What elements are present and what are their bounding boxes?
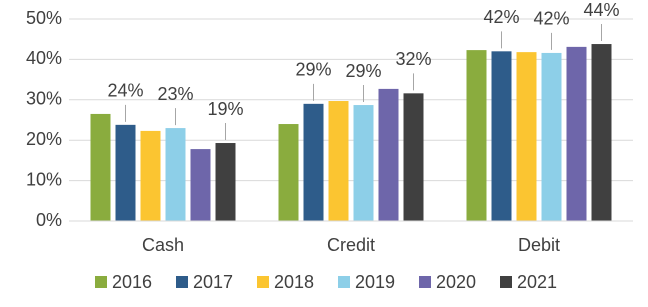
- data-label: 19%: [207, 99, 243, 119]
- data-label: 42%: [533, 9, 569, 29]
- legend-label: 2020: [436, 272, 476, 292]
- bar: [190, 149, 211, 221]
- y-tick-label: 0%: [36, 210, 62, 230]
- bar: [215, 143, 236, 221]
- legend-swatch: [176, 276, 188, 288]
- legend-swatch: [257, 276, 269, 288]
- bar: [90, 113, 111, 221]
- bar: [516, 52, 537, 222]
- y-tick-label: 50%: [26, 8, 62, 28]
- legend-swatch: [419, 276, 431, 288]
- x-tick-label: Cash: [142, 235, 184, 255]
- data-label: 42%: [483, 7, 519, 27]
- bar: [541, 52, 562, 221]
- legend-swatch: [500, 276, 512, 288]
- x-tick-label: Debit: [518, 235, 560, 255]
- bar: [303, 103, 324, 221]
- y-tick-label: 10%: [26, 169, 62, 189]
- legend-swatch: [95, 276, 107, 288]
- legend-label: 2016: [112, 272, 152, 292]
- y-tick-label: 40%: [26, 48, 62, 68]
- x-tick-label: Credit: [327, 235, 375, 255]
- data-label: 29%: [295, 60, 331, 80]
- legend-label: 2018: [274, 272, 314, 292]
- legend-label: 2017: [193, 272, 233, 292]
- data-label: 24%: [107, 81, 143, 101]
- bar: [378, 88, 399, 221]
- bar: [278, 124, 299, 221]
- data-label: 32%: [395, 49, 431, 69]
- data-label: 23%: [157, 84, 193, 104]
- data-label: 44%: [583, 0, 619, 20]
- y-tick-label: 30%: [26, 89, 62, 109]
- y-tick-label: 20%: [26, 129, 62, 149]
- bar: [165, 128, 186, 221]
- bar: [491, 51, 512, 221]
- legend-label: 2019: [355, 272, 395, 292]
- bar: [403, 93, 424, 221]
- bar: [140, 130, 161, 221]
- bar: [353, 105, 374, 221]
- legend-label: 2021: [517, 272, 557, 292]
- data-label: 29%: [345, 61, 381, 81]
- legend-swatch: [338, 276, 350, 288]
- bar: [328, 101, 349, 221]
- bar: [115, 124, 136, 221]
- bar: [466, 50, 487, 221]
- bar: [566, 46, 587, 221]
- bar: [591, 44, 612, 221]
